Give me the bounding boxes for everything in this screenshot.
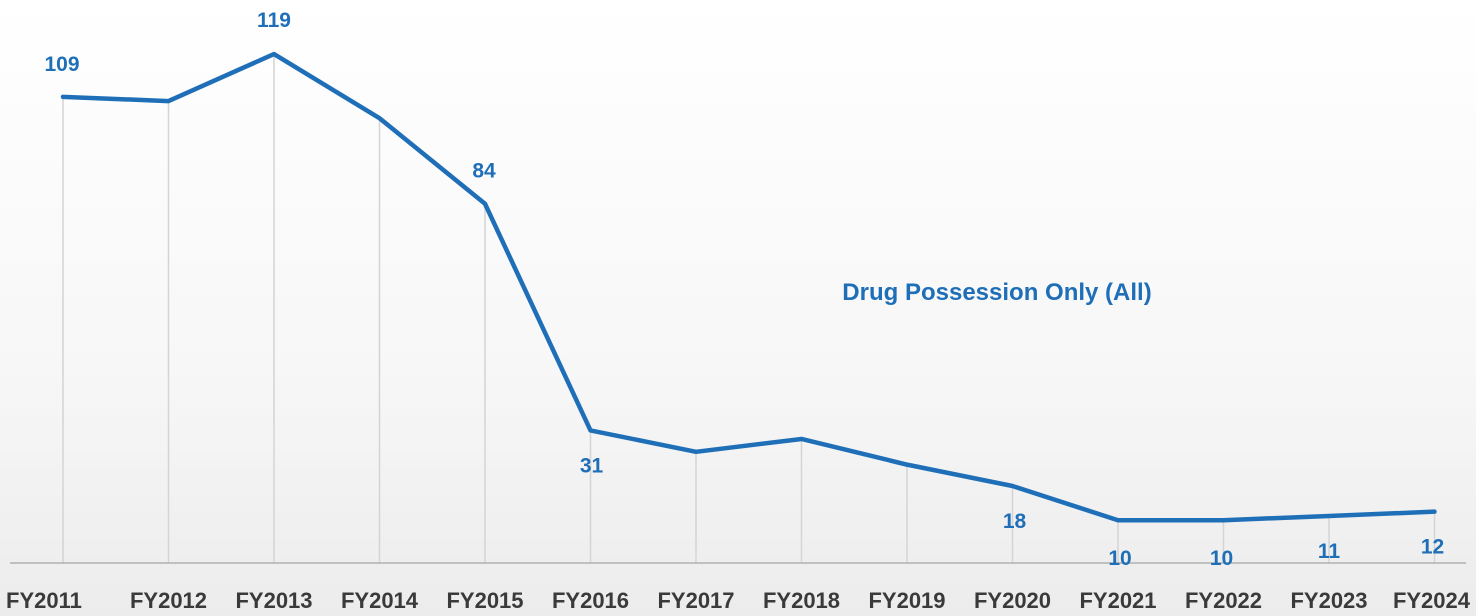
x-tick-label-fy2012: FY2012 bbox=[130, 588, 207, 613]
data-point-fy2014 bbox=[377, 116, 382, 121]
data-point-fy2022 bbox=[1221, 518, 1226, 523]
data-label-fy2024: 12 bbox=[1421, 536, 1444, 559]
data-point-fy2016 bbox=[588, 428, 593, 433]
x-tick-label-fy2019: FY2019 bbox=[868, 588, 945, 613]
x-tick-label-fy2017: FY2017 bbox=[657, 588, 734, 613]
data-label-fy2021: 10 bbox=[1108, 547, 1131, 570]
x-tick-label-fy2011: FY2011 bbox=[6, 588, 82, 613]
series-name-label: Drug Possession Only (All) bbox=[842, 279, 1151, 306]
data-point-fy2024 bbox=[1432, 509, 1437, 514]
data-label-fy2022: 10 bbox=[1210, 547, 1233, 570]
x-tick-label-fy2013: FY2013 bbox=[235, 588, 312, 613]
data-point-fy2017 bbox=[694, 449, 698, 454]
x-tick-label-fy2021: FY2021 bbox=[1079, 588, 1156, 613]
data-point-fy2018 bbox=[799, 436, 804, 441]
data-point-fy2021 bbox=[1116, 518, 1120, 523]
data-label-fy2020: 18 bbox=[1003, 510, 1027, 533]
x-tick-label-fy2020: FY2020 bbox=[974, 588, 1051, 613]
x-tick-label-fy2022: FY2022 bbox=[1185, 588, 1262, 613]
x-tick-label-fy2018: FY2018 bbox=[763, 588, 840, 613]
x-tick-label-fy2023: FY2023 bbox=[1290, 588, 1367, 613]
gridlines bbox=[62, 54, 1436, 563]
data-label-fy2016: 31 bbox=[580, 454, 604, 477]
data-point-fy2019 bbox=[905, 462, 909, 467]
data-label-fy2015: 84 bbox=[472, 160, 496, 183]
x-tick-label-fy2015: FY2015 bbox=[446, 588, 523, 613]
x-axis-tick-labels: FY2011 FY2012 FY2013 FY2014 FY2015 FY2016 FY20… bbox=[6, 588, 1471, 613]
data-point-fy2015 bbox=[483, 201, 487, 206]
x-tick-label-fy2016: FY2016 bbox=[552, 588, 629, 613]
data-point-fy2012 bbox=[166, 99, 171, 104]
series-group bbox=[60, 51, 1437, 523]
data-point-fy2020 bbox=[1010, 484, 1015, 489]
data-label-fy2013: 119 bbox=[257, 9, 291, 32]
data-labels: 109 119 84 31 18 10 10 11 12 bbox=[44, 9, 1444, 570]
data-label-fy2011: 109 bbox=[44, 53, 79, 76]
data-point-fy2013 bbox=[272, 52, 276, 57]
x-tick-label-fy2014: FY2014 bbox=[341, 588, 419, 613]
data-point-fy2023 bbox=[1327, 513, 1331, 518]
data-point-fy2011 bbox=[61, 94, 65, 99]
data-label-fy2023: 11 bbox=[1318, 540, 1341, 563]
series-line bbox=[60, 51, 1437, 523]
x-tick-label-fy2024: FY2024 bbox=[1393, 588, 1471, 613]
